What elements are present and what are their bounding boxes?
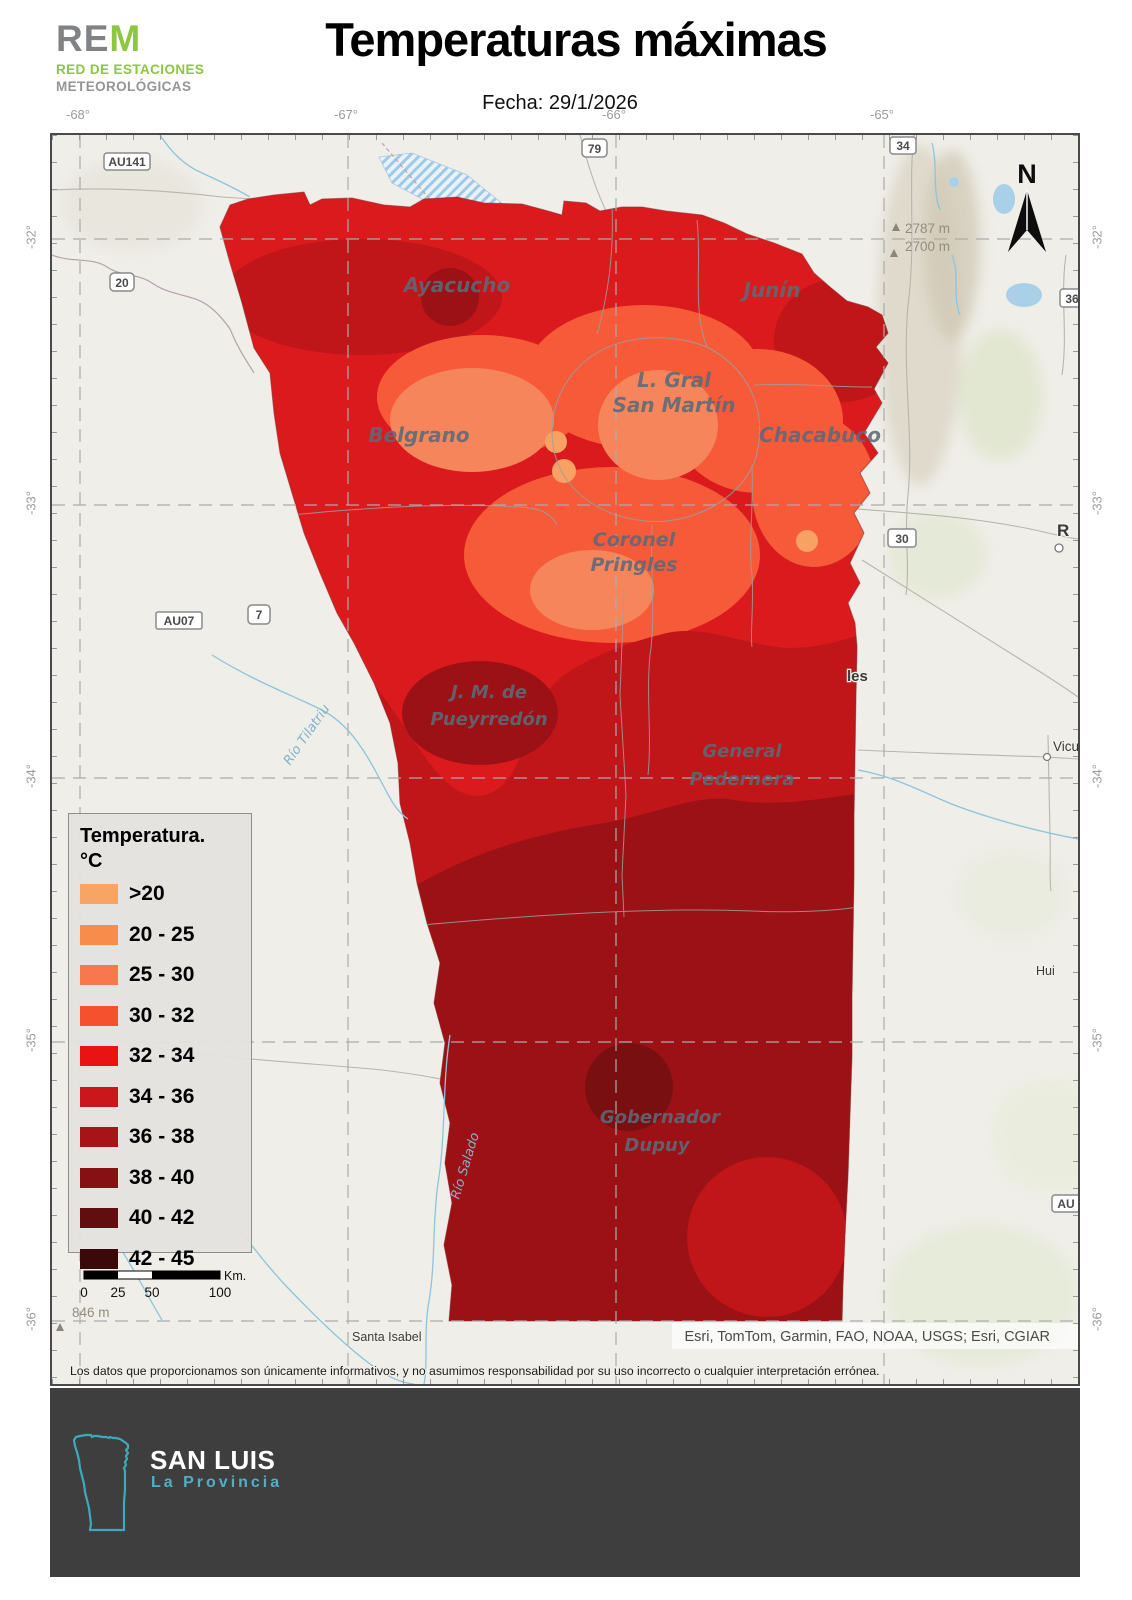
city-label-fragment: Vicu	[1053, 739, 1078, 754]
city-label-fragment: les	[847, 668, 868, 685]
label-pringles: Pringles	[590, 554, 677, 576]
lat-label: -34°	[23, 764, 39, 788]
city-label-fragment: R	[1057, 521, 1069, 540]
scale-tick: 100	[209, 1285, 232, 1300]
road-shield-7: 7	[256, 608, 263, 622]
legend-item: 40 - 42	[80, 1198, 251, 1239]
road-shield-36: 36	[1065, 292, 1078, 306]
road-shield-au07: AU07	[164, 614, 195, 628]
city-marker	[1054, 543, 1064, 553]
label-chacabuco: Chacabuco	[759, 423, 881, 447]
north-label: N	[1017, 159, 1037, 189]
legend-swatch	[80, 1127, 118, 1148]
road-shield-20: 20	[115, 276, 129, 290]
road-shield-30: 30	[895, 532, 909, 546]
department-labels: Ayacucho Junín L. Gral San Martín Belgra…	[368, 273, 881, 1156]
lon-label: -66°	[602, 107, 626, 122]
legend-panel: Temperatura. °C >20 20 - 25 25 - 30 30 -…	[68, 813, 252, 1270]
city-label-santa-isabel: Santa Isabel	[352, 1330, 422, 1344]
elevation-label: 2787 m	[905, 221, 950, 236]
lat-label: -36°	[23, 1307, 39, 1331]
label-ayacucho: Ayacucho	[402, 273, 511, 297]
lat-label: -36°	[1089, 1307, 1105, 1331]
legend-item: 42 - 45	[80, 1239, 251, 1280]
legend-title: Temperatura.	[80, 825, 206, 847]
map-disclaimer: Los datos que proporcionamos son únicame…	[70, 1364, 880, 1378]
legend-swatch	[80, 1046, 118, 1067]
legend-item: 30 - 32	[80, 996, 251, 1037]
city-labels: les R Vicu Hui Santa Isabel	[351, 520, 1078, 1346]
date-label: Fecha: 29/1/2026	[482, 92, 638, 114]
legend-item: 25 - 30	[80, 955, 251, 996]
footer-province-name: SAN LUIS	[150, 1445, 276, 1475]
label-belgrano: Belgrano	[368, 423, 470, 447]
lon-label: -67°	[334, 107, 358, 122]
legend-item: 36 - 38	[80, 1117, 251, 1158]
lon-label: -65°	[870, 107, 894, 122]
label-pueyrredon: J. M. de	[448, 682, 527, 703]
footer-banner: SAN LUIS La Provincia	[50, 1388, 1080, 1577]
page-title: Temperaturas máximas	[325, 13, 828, 66]
label-junin: Junín	[739, 278, 800, 302]
north-arrow-icon: N	[1008, 159, 1046, 252]
label-dupuy: Dupuy	[624, 1135, 690, 1156]
rem-logo: REM RED DE ESTACIONES METEOROLÓGICAS	[56, 20, 204, 93]
rem-logo-line1: RED DE ESTACIONES	[56, 62, 205, 77]
elevation-label: 2700 m	[905, 239, 950, 254]
legend-swatch	[80, 1005, 118, 1026]
road-shield-au141: AU141	[108, 155, 146, 169]
lon-label: -68°	[66, 107, 90, 122]
scale-tick: 25	[110, 1285, 125, 1300]
rem-logo-line2: METEOROLÓGICAS	[56, 78, 192, 94]
road-shield-au: AU	[1057, 1197, 1074, 1211]
legend-unit: °C	[80, 850, 103, 872]
label-sanmartin: San Martín	[612, 393, 735, 417]
label-sanmartin: L. Gral	[637, 368, 712, 392]
scale-tick: 0	[80, 1285, 88, 1300]
elevation-label: 846 m	[72, 1305, 110, 1320]
scale-unit: Km.	[224, 1269, 246, 1283]
lat-label: -32°	[23, 225, 39, 249]
lat-label: -33°	[23, 491, 39, 515]
city-marker	[1042, 752, 1052, 762]
san-luis-outline-icon	[72, 1433, 130, 1532]
label-pedernera: General	[702, 741, 782, 762]
attribution-backplate	[672, 1323, 1078, 1349]
scale-bar: Km. 0 25 50 100	[80, 1269, 246, 1300]
lat-label: -33°	[1089, 491, 1105, 515]
elevation-labels: 2787 m 2700 m 846 m	[56, 221, 950, 1331]
legend-item: >20	[80, 874, 251, 915]
legend-item: 34 - 36	[80, 1077, 251, 1118]
legend-swatch	[80, 1167, 118, 1188]
rem-logo-word: REM	[56, 18, 142, 59]
lat-label: -34°	[1089, 764, 1105, 788]
legend-item: 38 - 40	[80, 1158, 251, 1199]
legend-item: 20 - 25	[80, 915, 251, 956]
lat-label: -35°	[23, 1028, 39, 1052]
admin-boundary-line	[52, 254, 255, 374]
road-shield-79: 79	[588, 142, 602, 156]
legend-swatch	[80, 924, 118, 945]
legend-swatch	[80, 884, 118, 905]
label-dupuy: Gobernador	[600, 1107, 721, 1128]
footer-province-tagline: La Provincia	[151, 1474, 283, 1491]
map-attribution: Esri, TomTom, Garmin, FAO, NOAA, USGS; E…	[684, 1329, 1050, 1345]
river-line	[159, 135, 961, 316]
lat-label: -35°	[1089, 1028, 1105, 1052]
city-label-fragment: Hui	[1036, 964, 1055, 978]
lake	[949, 177, 1042, 307]
legend-swatch	[80, 1086, 118, 1107]
lat-label: -32°	[1089, 225, 1105, 249]
scale-tick: 50	[144, 1285, 159, 1300]
label-pringles: Coronel	[593, 529, 676, 551]
legend-swatch	[80, 1208, 118, 1229]
province-outline	[219, 191, 889, 1322]
legend-swatch	[80, 965, 118, 986]
legend-swatch	[80, 1248, 118, 1269]
label-pedernera: Pedernera	[690, 769, 795, 790]
road-shield-34: 34	[896, 139, 910, 153]
label-pueyrredon: Pueyrredón	[430, 709, 547, 730]
legend-item: 32 - 34	[80, 1036, 251, 1077]
